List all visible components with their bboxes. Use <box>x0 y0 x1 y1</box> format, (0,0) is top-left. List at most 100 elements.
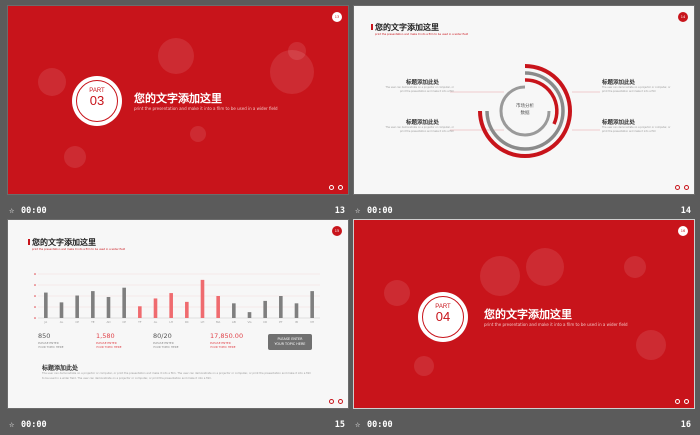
ring-outer <box>478 64 572 158</box>
slide-info-bar: ☆ 00:00 15 <box>7 415 349 435</box>
slide-corner-badge: 14 <box>678 12 688 22</box>
part-ring: PART 03 <box>76 80 118 122</box>
slide-number: 13 <box>334 206 345 216</box>
bar <box>216 296 220 318</box>
slide-canvas: 16 PART 04 您的文字添加这里 print the presentati… <box>353 219 695 409</box>
slide-corner-badge: 15 <box>332 226 342 236</box>
next-control-icon[interactable] <box>338 185 343 190</box>
bar <box>75 295 79 318</box>
x-tick-label: VH <box>310 320 314 324</box>
bar <box>200 279 205 318</box>
stat-label-1: PLEASE ENTER YOUR TOPIC HERE <box>38 341 64 349</box>
slide-title: 您的文字添加这里 <box>375 23 439 32</box>
slide-canvas: 您的文字添加这里 print the presentation and make… <box>353 5 695 195</box>
label-body-right-top: The user can demonstrate on a projector … <box>602 86 671 93</box>
x-tick-label: IB <box>295 320 298 324</box>
slide-subtitle: print the presentation and make it into … <box>484 322 628 327</box>
slide-info-bar: ☆ 00:00 13 <box>7 201 349 221</box>
bubble-decoration <box>38 68 66 96</box>
stat-label-3: PLEASE ENTER YOUR TOPIC HERE <box>153 341 179 349</box>
slide-title: 您的文字添加这里 <box>32 238 96 247</box>
next-control-icon[interactable] <box>338 399 343 404</box>
title-accent-bar <box>371 24 373 30</box>
star-icon[interactable]: ☆ <box>9 206 15 216</box>
slide-number: 14 <box>680 206 691 216</box>
x-tick-label: MA <box>216 320 220 324</box>
star-icon[interactable]: ☆ <box>355 420 361 430</box>
slide-corner-badge: 16 <box>678 226 688 236</box>
bar <box>294 303 299 318</box>
ring-diagram <box>450 64 600 158</box>
x-tick-label: LH <box>201 320 205 324</box>
bar <box>59 302 64 318</box>
star-icon[interactable]: ☆ <box>355 206 361 216</box>
bubble-decoration <box>384 280 410 306</box>
prev-control-icon[interactable] <box>329 185 334 190</box>
next-control-icon[interactable] <box>684 399 689 404</box>
axis-tick-dot <box>34 317 36 319</box>
slide-corner-badge: 13 <box>332 12 342 22</box>
transition-time: 00:00 <box>367 420 393 430</box>
slide-title: 您的文字添加这里 <box>484 308 572 321</box>
bar-chart: JA AL CP TE AD CP TF AL LH RC LH MA AB VG CD PT IB VH <box>34 273 320 324</box>
x-tick-label: PT <box>279 320 283 324</box>
part-number: 03 <box>89 93 105 108</box>
axis-tick-dot <box>34 295 36 297</box>
label-body-right-bottom: The user can demonstrate on a projector … <box>602 126 671 133</box>
slide-number: 16 <box>680 420 691 430</box>
label-title-right-top: 标题添加此处 <box>602 80 636 86</box>
x-tick-label: VG <box>247 320 251 324</box>
bar <box>91 291 95 318</box>
bar <box>169 293 173 318</box>
bar <box>310 291 314 318</box>
stat-label-4: PLEASE ENTER YOUR TOPIC HERE <box>210 341 236 349</box>
transition-time: 00:00 <box>21 420 47 430</box>
transition-time: 00:00 <box>21 206 47 216</box>
part-word: PART <box>435 304 451 310</box>
topic-button[interactable]: PLEASE ENTER YOUR TOPIC HERE <box>268 334 312 350</box>
x-tick-label: AD <box>106 320 110 324</box>
prev-control-icon[interactable] <box>329 399 334 404</box>
prev-control-icon[interactable] <box>675 185 680 190</box>
bar <box>138 306 142 318</box>
x-tick-label: CP <box>75 320 79 324</box>
slide-subtitle: print the presentation and make it into … <box>134 106 278 111</box>
slide-number: 15 <box>334 420 345 430</box>
axis-tick-dot <box>34 273 36 275</box>
title-accent-bar <box>28 239 30 245</box>
bubble-decoration <box>414 356 434 376</box>
bubble-decoration <box>526 248 564 286</box>
axis-tick-dot <box>34 284 36 286</box>
bar <box>263 300 267 318</box>
bar <box>106 296 111 318</box>
bar <box>153 298 158 318</box>
label-title-left-top: 标题添加此处 <box>406 80 440 86</box>
bubble-decoration <box>270 50 314 94</box>
bubble-decoration <box>624 256 646 278</box>
axis-tick-dot <box>34 306 36 308</box>
bar <box>279 296 283 318</box>
slide-subtitle: print the presentation and make it into … <box>375 33 469 36</box>
x-tick-label: AL <box>60 320 64 324</box>
section-title: 标题添加此处 <box>42 365 79 372</box>
bar <box>185 301 189 318</box>
part-word: PART <box>89 88 105 94</box>
bar <box>44 292 48 318</box>
label-body-left-bottom: The user can demonstrate on a projector … <box>385 126 455 133</box>
x-tick-label: AL <box>154 320 158 324</box>
star-icon[interactable]: ☆ <box>9 420 15 430</box>
bar <box>232 303 236 318</box>
bubble-decoration <box>158 38 194 74</box>
x-tick-label: AB <box>232 320 236 324</box>
x-tick-label: CD <box>263 320 267 324</box>
next-control-icon[interactable] <box>684 185 689 190</box>
label-title-left-bottom: 标题添加此处 <box>406 120 440 126</box>
prev-control-icon[interactable] <box>675 399 680 404</box>
slide-canvas: 13 PART 03 您的文字添加这里 print the presentati… <box>7 5 349 195</box>
x-tick-label: TE <box>90 320 95 324</box>
stat-value-2: 1,580 <box>96 332 115 340</box>
label-body-left-top: The user can demonstrate on a projector … <box>385 86 455 93</box>
ring-center-label: 市场分析 数据 <box>516 104 534 116</box>
stat-value-3: 80/20 <box>153 332 172 340</box>
slide-subtitle: print the presentation and make it into … <box>32 248 126 251</box>
